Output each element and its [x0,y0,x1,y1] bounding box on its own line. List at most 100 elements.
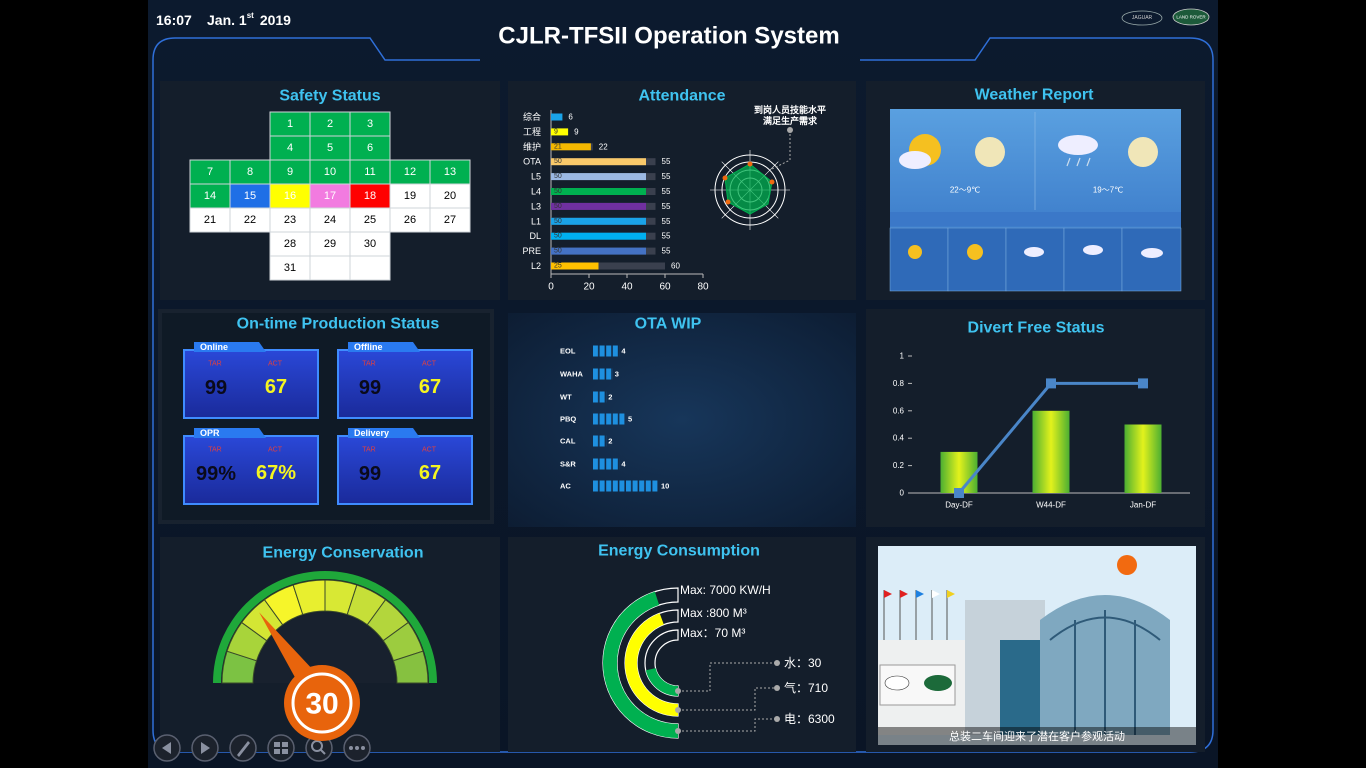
x-tick-label: 60 [659,282,671,293]
calendar-cell [349,231,391,257]
radar-point [769,179,775,185]
y-tick-label: S&R [560,460,576,469]
block-bar [593,391,607,403]
block-bar [593,480,659,492]
leader-dot [774,716,780,722]
bar-inner-label: 50 [554,203,562,210]
calendar-day: 20 [444,190,456,202]
card-act-label: ACT [268,361,283,368]
annotation: 到岗人员技能水平 [754,104,826,115]
calendar-day: 18 [364,190,376,202]
x-tick-label: 20 [583,282,595,293]
block-bar [593,368,613,380]
y-tick-label: WAHA [560,370,583,379]
annotation-dot [787,127,793,133]
calendar-day: 13 [444,166,456,178]
y-tick-label: L2 [531,261,541,271]
consumption-title: Energy Consumption [598,543,760,560]
calendar-cell [349,159,391,185]
y-tick-label: 0.8 [893,379,905,388]
max-label: Max：70 M³ [680,626,745,640]
calendar-day: 21 [204,214,216,226]
calendar-day: 6 [367,142,373,154]
calendar-cell [429,159,471,185]
weather-temp: 19～7℃ [1093,186,1123,195]
bar [551,188,646,195]
calendar-day: 5 [327,142,333,154]
logo-jaguar [1121,10,1163,26]
card-act: 67 [265,376,287,398]
calendar-cell [309,207,351,233]
calendar-cell [309,159,351,185]
annotation-line [769,130,791,171]
calendar-day: 7 [207,166,213,178]
calendar-cell [349,111,391,137]
bar-inner-label: 50 [554,233,562,240]
x-tick-label: 0 [548,282,554,293]
attendance-title: Attendance [638,88,725,105]
date-day: Jan. 1 [207,12,247,28]
x-tick-label: 80 [697,282,709,293]
y-tick-label: 0 [900,489,905,498]
y-tick-label: 0.4 [893,434,905,443]
y-tick-label: PBQ [560,415,576,424]
value-label: 水：30 [784,656,822,670]
bar-value-label: 55 [662,202,671,211]
bar-inner-label: 50 [554,218,562,225]
card-tar-label: TAR [208,361,221,368]
card-tar-label: TAR [362,447,375,454]
date-suffix: st [247,11,254,20]
bar-inner-label: 50 [554,173,562,180]
radar-point [722,175,728,181]
production-title: On-time Production Status [237,316,440,333]
y-tick-label: L3 [531,201,541,211]
max-label: Max :800 M³ [680,606,747,620]
calendar-cell [269,207,311,233]
calendar-day: 9 [287,166,293,178]
calendar-day: 11 [364,166,375,178]
slides-button[interactable] [267,734,295,762]
bar [551,262,599,270]
bar [551,128,569,136]
bar [551,232,646,240]
calendar-day: 16 [284,190,296,202]
news-caption: 总装二车间迎来了潜在客户参观活动 [949,729,1125,743]
value-label: 气：710 [784,680,828,695]
calendar-day: 22 [244,214,256,226]
bar-value-label: 55 [662,217,671,226]
bar [1032,410,1070,493]
y-tick-label: WT [560,393,572,402]
x-tick-label: W44-DF [1036,501,1066,510]
max-label: Max: 7000 KW/H [680,583,771,597]
calendar-day: 24 [324,214,336,226]
bar-value-label: 55 [662,157,671,166]
bar-value-label: 3 [615,370,619,379]
bar-value-label: 2 [608,437,612,446]
card-glow [337,435,473,505]
gauge-value: 30 [305,688,338,721]
calendar-day: 15 [244,190,256,202]
calendar-empty-cell [309,255,351,281]
y-tick-label: L5 [531,172,541,182]
calendar-cell [309,111,351,137]
calendar-empty-cell [349,255,391,281]
bar [551,143,591,151]
clock: 16:07 [156,12,192,28]
card-tar-label: TAR [362,361,375,368]
calendar-cell [189,207,231,233]
calendar-day: 1 [287,118,293,130]
logo-landrover-text: LAND ROVER [1176,15,1206,20]
card-tab [194,428,266,438]
divert-title: Divert Free Status [968,320,1105,337]
card-name: Offline [354,342,383,352]
y-tick-label: AC [560,482,571,491]
calendar-day: 2 [327,118,333,130]
leader-dot [774,660,780,666]
calendar-cell [229,207,271,233]
calendar-day: 23 [284,214,296,226]
weather-title: Weather Report [975,87,1095,104]
bar-value-label: 4 [621,460,626,469]
calendar-day: 4 [287,142,293,154]
calendar-day: 19 [404,190,416,202]
